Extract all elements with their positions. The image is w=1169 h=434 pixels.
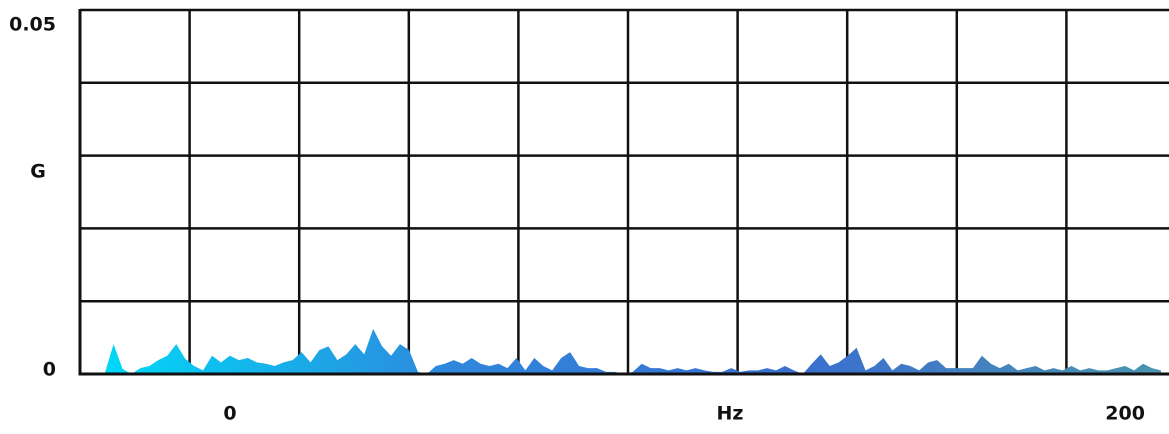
- y-axis-label: G: [30, 161, 46, 183]
- spectrum-area: [104, 328, 1161, 374]
- y-tick-label: 0.05: [9, 14, 56, 36]
- x-axis-label: Hz: [717, 403, 744, 425]
- y-tick-label: 0: [43, 359, 56, 381]
- x-tick-label: 0: [223, 403, 236, 425]
- x-tick-label: 200: [1105, 403, 1145, 425]
